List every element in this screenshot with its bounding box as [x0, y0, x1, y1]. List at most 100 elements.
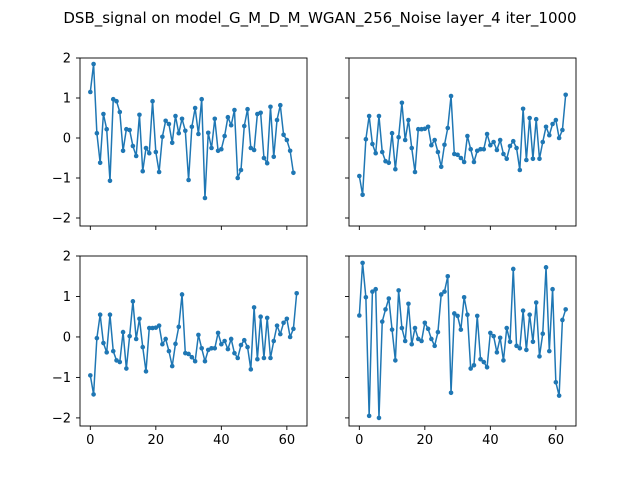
data-point	[245, 106, 250, 112]
data-point	[419, 338, 424, 344]
data-point	[504, 156, 510, 162]
data-point	[271, 154, 277, 160]
data-point	[284, 316, 290, 322]
data-point	[393, 358, 398, 363]
data-point	[530, 339, 536, 345]
data-point	[429, 336, 434, 342]
data-point	[547, 348, 552, 354]
data-point	[225, 114, 231, 120]
data-point	[176, 324, 182, 330]
data-point	[143, 145, 149, 151]
data-point	[284, 137, 290, 143]
data-point	[517, 345, 523, 351]
data-point	[241, 337, 247, 343]
data-point	[425, 326, 431, 332]
y-tick-label: −1	[52, 172, 71, 187]
data-point	[471, 159, 477, 165]
data-point	[186, 177, 191, 183]
data-point	[91, 61, 96, 67]
data-point	[196, 332, 201, 338]
data-point	[160, 134, 165, 140]
y-tick-label: 2	[63, 52, 71, 67]
series-line	[358, 94, 567, 196]
data-point	[501, 358, 506, 363]
x-tick-label: 60	[279, 433, 296, 448]
data-point	[219, 146, 224, 152]
x-tick-label: 20	[417, 433, 434, 448]
data-point	[209, 145, 214, 151]
y-tick-label: −1	[52, 371, 71, 386]
data-point	[215, 330, 221, 336]
data-point	[563, 92, 568, 98]
y-tick-label: 1	[63, 290, 71, 305]
data-point	[238, 167, 244, 173]
data-point	[360, 192, 365, 198]
subplot-bottom-left: 0 20 40 60 −2 −1 0 1 2	[52, 250, 308, 448]
data-point	[199, 345, 204, 351]
data-point	[366, 113, 372, 119]
data-point	[127, 333, 132, 339]
data-point	[196, 131, 201, 137]
data-point	[101, 340, 106, 346]
data-point	[507, 143, 513, 149]
data-point	[235, 175, 241, 181]
data-point	[160, 341, 165, 347]
data-point	[232, 107, 237, 113]
data-point	[379, 319, 385, 324]
data-point	[166, 348, 172, 354]
data-point	[484, 131, 490, 137]
y-tick-label: 2	[63, 250, 71, 265]
data-point	[97, 312, 103, 317]
data-point	[235, 355, 241, 361]
data-point	[209, 345, 214, 351]
data-point	[409, 341, 415, 347]
data-point	[137, 112, 142, 118]
data-point	[497, 335, 503, 341]
data-point	[251, 305, 257, 310]
data-point	[491, 333, 496, 339]
data-point	[553, 379, 559, 385]
data-point	[107, 178, 113, 184]
data-point	[120, 148, 126, 154]
data-point	[399, 325, 405, 331]
data-point	[468, 146, 473, 152]
x-tick-label: 40	[482, 433, 499, 448]
data-point	[442, 142, 447, 148]
data-point	[550, 121, 555, 127]
data-point	[169, 140, 175, 146]
data-point	[556, 393, 562, 398]
data-point	[176, 130, 182, 136]
data-point	[264, 315, 270, 321]
data-point	[543, 124, 549, 130]
data-point	[478, 146, 483, 152]
data-point	[445, 125, 451, 131]
data-point	[425, 124, 431, 130]
axes-frame	[348, 57, 577, 227]
data-point	[107, 312, 113, 317]
data-point	[222, 338, 227, 344]
data-point	[406, 301, 411, 307]
data-point	[291, 170, 296, 176]
data-point	[393, 166, 398, 172]
data-point	[357, 313, 362, 318]
axes-frame	[348, 255, 577, 427]
y-tick-label: −2	[52, 411, 71, 426]
data-point	[186, 351, 191, 357]
data-point	[488, 142, 493, 148]
data-point	[379, 149, 385, 155]
data-point	[438, 164, 444, 170]
figure-title: DSB_signal on model_G_M_D_M_WGAN_256_Noi…	[63, 9, 576, 28]
data-point	[563, 307, 568, 312]
data-point	[494, 147, 500, 153]
data-point	[120, 329, 126, 335]
data-point	[130, 299, 136, 304]
data-point	[389, 327, 395, 332]
data-point	[556, 135, 562, 141]
data-point	[429, 142, 434, 148]
data-point	[169, 363, 175, 369]
data-point	[540, 139, 546, 145]
data-point	[143, 369, 149, 374]
data-point	[432, 137, 437, 143]
data-point	[524, 347, 529, 353]
data-point	[510, 266, 516, 272]
